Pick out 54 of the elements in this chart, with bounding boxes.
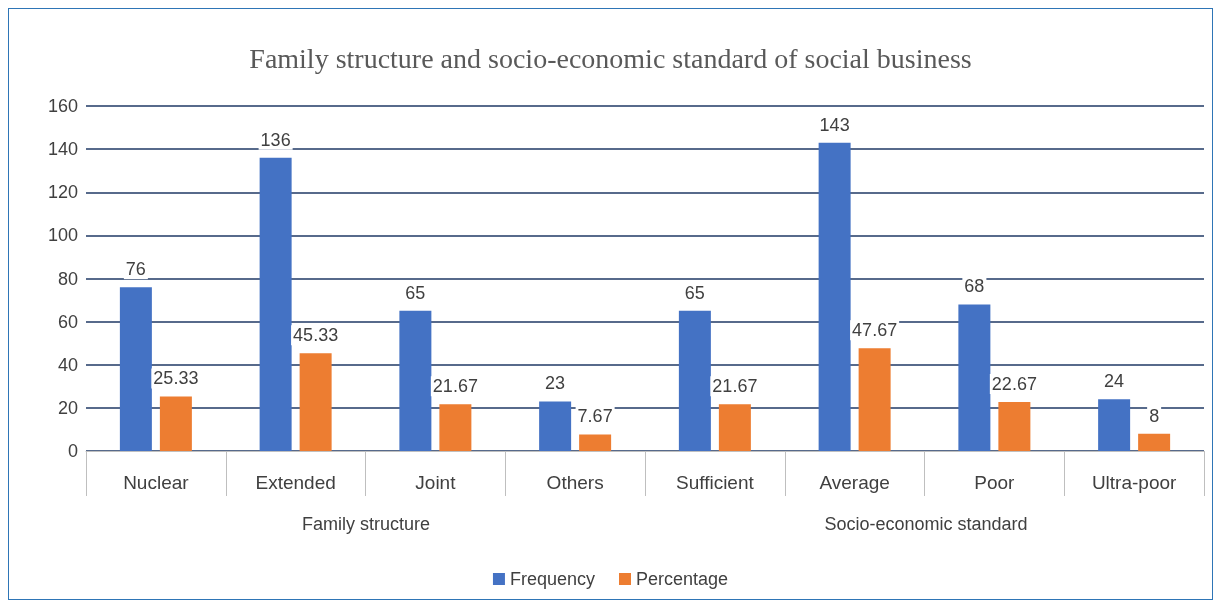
data-label: 68 [964,276,985,297]
y-tick-label: 140 [47,139,78,160]
x-tick-label: Ultra-poor [1091,472,1178,493]
bar [439,404,472,451]
legend-label: Frequency [509,569,595,589]
bar [159,396,192,451]
data-label: 24 [1104,371,1125,392]
data-label: 7.67 [577,406,613,427]
bar [678,310,711,451]
bar [399,310,432,451]
data-label: 21.67 [712,376,758,397]
x-tick-label: Extended [255,472,336,493]
y-tick-label: 40 [57,354,78,375]
y-tick-label: 120 [47,182,78,203]
y-tick-label: 20 [57,397,78,418]
data-label: 143 [819,114,850,135]
bar [998,402,1031,451]
text: Socio-economic standard [824,514,1028,534]
bar [579,434,612,451]
data-label: 21.67 [432,376,478,397]
bar [1098,399,1131,451]
text: Family structure [301,514,431,534]
y-tick-label: 160 [47,96,78,116]
x-tick-label: Poor [974,472,1016,493]
data-label: 22.67 [991,374,1037,395]
bar [119,287,152,451]
y-tick-label: 60 [57,311,78,332]
x-tick-label: Sufficient [675,472,755,493]
data-label: 76 [125,259,146,280]
data-label: 65 [684,282,705,303]
x-tick-label: Average [819,472,890,493]
data-label: 47.67 [852,320,898,341]
bar [858,348,891,451]
chart-title: Family structure and socio-economic standard of social business [249,42,972,74]
data-label: 8 [1149,405,1160,426]
data-label: 45.33 [293,325,339,346]
x-tick-label: Nuclear [123,472,190,493]
bar [1138,433,1171,451]
data-label: 25.33 [153,368,199,389]
bar [818,142,851,451]
bar [539,401,572,451]
data-label: 136 [260,129,291,150]
y-tick-label: 80 [57,268,78,289]
x-tick-label: Joint [415,472,457,493]
legend-label: Percentage [635,569,729,589]
bar [958,304,991,451]
y-tick-label: 0 [67,441,78,461]
bar [259,157,292,451]
data-label: 23 [545,373,566,394]
bar [299,353,332,451]
x-tick-label: Others [546,472,604,493]
data-label: 65 [405,282,426,303]
bar [718,404,751,451]
y-tick-label: 100 [47,225,78,246]
